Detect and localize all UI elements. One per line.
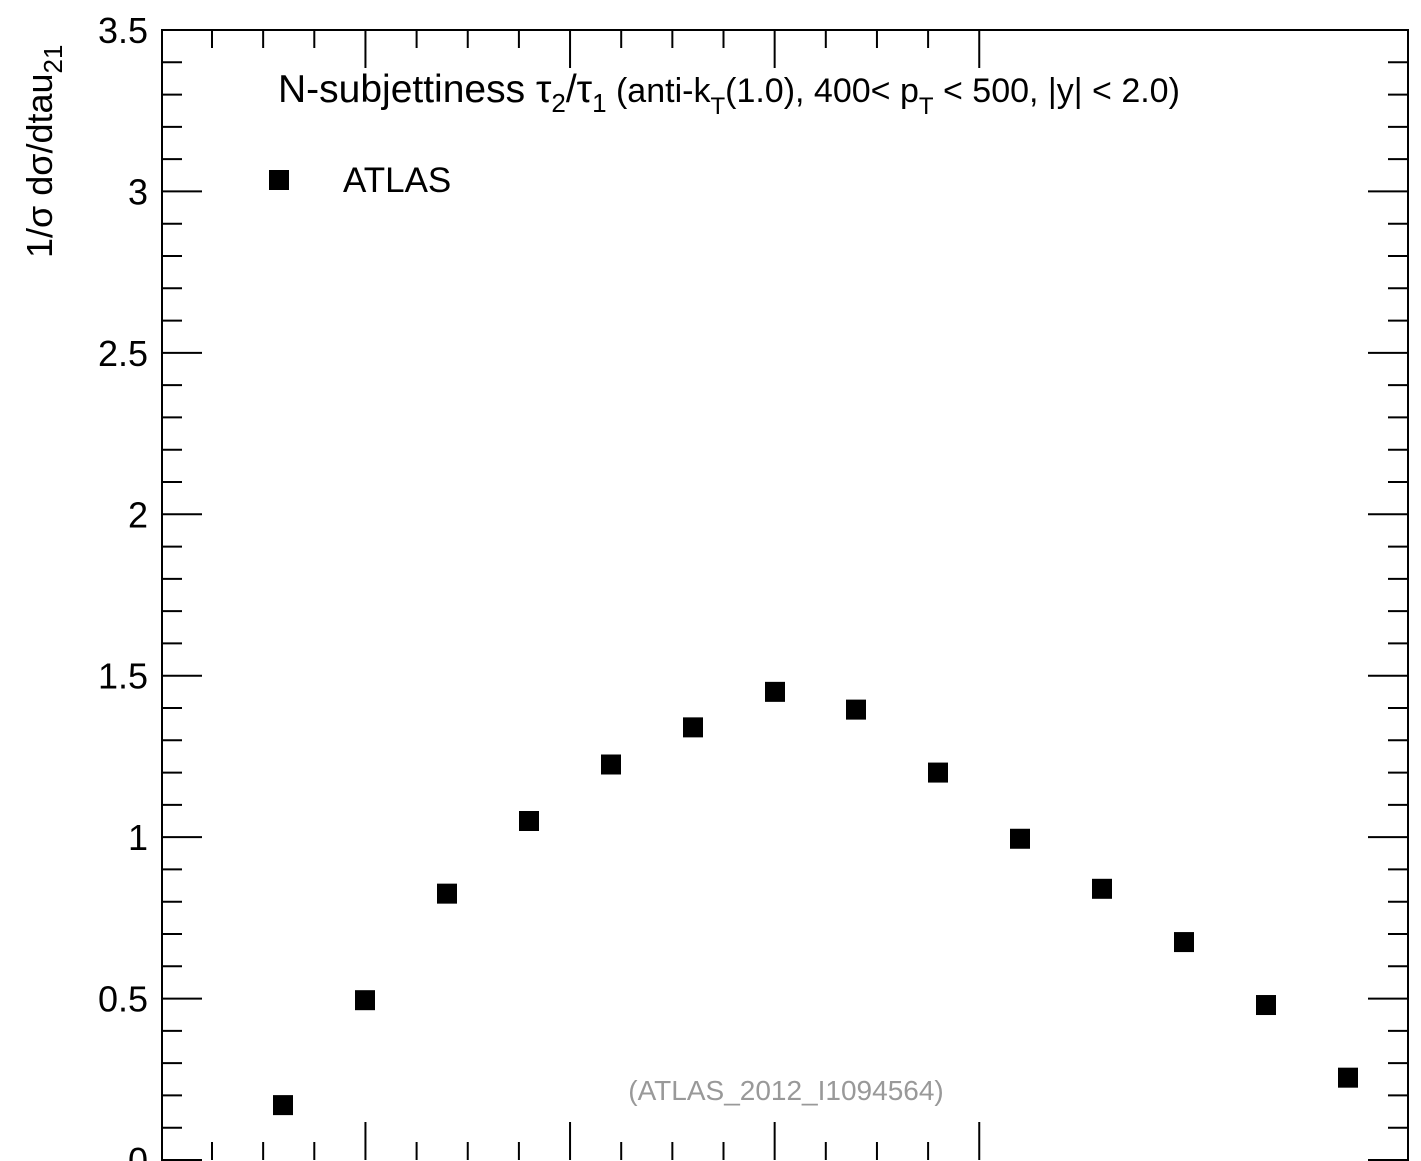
y-axis-label: 1/σ dσ/dtau21 bbox=[19, 45, 68, 258]
title-middle: (1.0), 400< p bbox=[725, 72, 919, 110]
data-point bbox=[355, 990, 375, 1011]
legend: ATLAS bbox=[269, 161, 451, 200]
title-sub-t: T bbox=[710, 93, 725, 120]
data-point bbox=[1256, 995, 1276, 1016]
title-tau-a: τ bbox=[536, 68, 552, 111]
data-point bbox=[683, 717, 703, 738]
data-point bbox=[1010, 828, 1030, 849]
y-tick-label: 1 bbox=[128, 817, 148, 858]
title-sub-a: 2 bbox=[551, 88, 565, 118]
title-sub-t2: T bbox=[919, 93, 934, 120]
data-point bbox=[765, 681, 785, 702]
data-point bbox=[928, 762, 948, 783]
y-tick-label: 1.5 bbox=[98, 656, 148, 697]
chart-title: N-subjettiness τ2/τ1 (anti-kT(1.0), 400<… bbox=[278, 68, 1180, 120]
data-points bbox=[273, 681, 1358, 1116]
y-axis-tick-labels: 0 0.5 1 1.5 2 2.5 3 3.5 bbox=[98, 10, 148, 1161]
y-axis-label-sub: 21 bbox=[38, 45, 68, 74]
title-prefix: N-subjettiness bbox=[278, 68, 536, 111]
analysis-id-label: (ATLAS_2012_I1094564) bbox=[628, 1075, 944, 1106]
y-axis-ticks bbox=[162, 29, 1408, 1161]
title-slash: / bbox=[566, 68, 577, 111]
data-point bbox=[846, 699, 866, 720]
y-tick-label: 2 bbox=[128, 494, 148, 535]
y-axis-label-main: 1/σ dσ/dtau bbox=[19, 73, 60, 258]
data-point bbox=[1092, 878, 1112, 899]
title-sub-b: 1 bbox=[592, 88, 606, 118]
data-point bbox=[273, 1095, 293, 1116]
title-open: (anti-k bbox=[607, 72, 712, 110]
plot-border bbox=[161, 29, 1409, 1161]
y-tick-label: 3 bbox=[128, 171, 148, 212]
title-end: < 500, |y| < 2.0) bbox=[934, 72, 1180, 110]
data-point bbox=[1174, 932, 1194, 953]
legend-marker bbox=[269, 170, 289, 190]
y-tick-label: 2.5 bbox=[98, 333, 148, 374]
y-tick-label: 0.5 bbox=[98, 979, 148, 1020]
title-tau-b: τ bbox=[577, 68, 593, 111]
data-point bbox=[519, 811, 539, 831]
data-point bbox=[601, 754, 621, 775]
plot-frame bbox=[161, 29, 1409, 1161]
y-tick-label: 3.5 bbox=[98, 10, 148, 51]
x-axis-ticks bbox=[211, 30, 981, 1160]
y-tick-label: 0 bbox=[128, 1140, 148, 1161]
data-point bbox=[437, 883, 457, 904]
data-point bbox=[1338, 1067, 1358, 1088]
legend-label: ATLAS bbox=[343, 161, 451, 200]
